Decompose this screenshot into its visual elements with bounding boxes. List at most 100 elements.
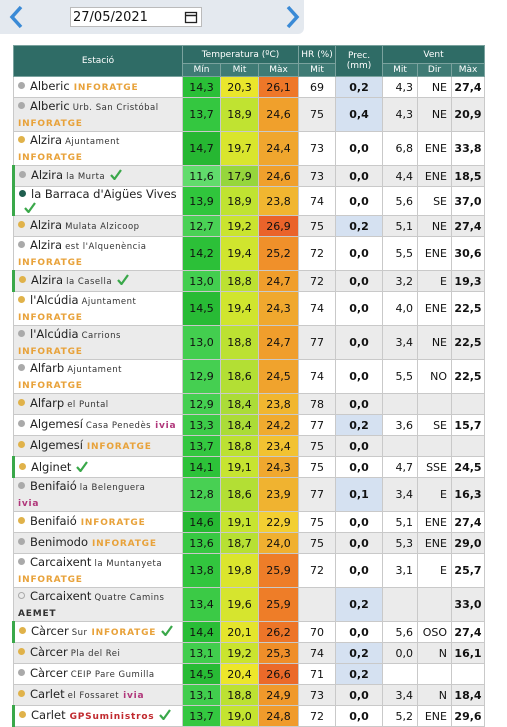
data-cell: OSO bbox=[417, 621, 452, 643]
data-cell: 13,1 bbox=[182, 642, 221, 664]
status-dot bbox=[18, 557, 25, 565]
data-cell: 24,7 bbox=[258, 270, 299, 292]
prev-day[interactable] bbox=[8, 5, 26, 29]
data-cell: ENE bbox=[417, 291, 452, 326]
data-cell: 18,6 bbox=[220, 359, 259, 394]
data-cell: 13,6 bbox=[182, 532, 221, 554]
data-cell: 22,5 bbox=[451, 291, 485, 326]
status-dot bbox=[18, 538, 25, 545]
data-cell: 72 bbox=[298, 705, 336, 727]
data-cell: 25,2 bbox=[258, 236, 299, 271]
data-cell: 14,2 bbox=[182, 236, 221, 271]
table-row: Algemesí INFORATGE 13,7 18,8 23,4 75 0,0 bbox=[13, 435, 485, 457]
status-dot bbox=[18, 295, 25, 303]
station-name: Benifaió bbox=[30, 514, 77, 528]
data-cell: 0,0 bbox=[335, 236, 383, 271]
table-row: Benifaió la Belenguera ivia 12,8 18,6 23,9 77 0… bbox=[13, 477, 485, 512]
data-cell: 75 bbox=[298, 511, 336, 533]
status-dot bbox=[18, 669, 25, 676]
data-cell: E bbox=[417, 270, 452, 292]
data-cell: 13,8 bbox=[182, 553, 221, 588]
network-tag: INFORATGE bbox=[18, 152, 83, 163]
check-icon bbox=[117, 274, 129, 286]
status-dot bbox=[18, 648, 25, 655]
data-cell: 29,0 bbox=[451, 532, 485, 554]
data-cell: 0,1 bbox=[335, 477, 383, 512]
data-cell: 75 bbox=[298, 456, 336, 478]
data-cell: 27,4 bbox=[451, 511, 485, 533]
data-cell: 16,3 bbox=[451, 477, 485, 512]
data-cell: 19,3 bbox=[451, 270, 485, 292]
station-sub: el Fossaret bbox=[67, 691, 120, 701]
table-row: Alzira la Casella 13,0 18,8 24,7 72 0,0 3,2 E 19,… bbox=[12, 270, 485, 292]
header-sub: Mit bbox=[220, 63, 259, 77]
data-cell: 18,4 bbox=[451, 684, 485, 706]
data-cell: 12,9 bbox=[182, 393, 221, 415]
station-cell: Carcaixent Quatre Camins AEMET bbox=[13, 587, 183, 622]
data-cell: 25,7 bbox=[451, 553, 485, 588]
data-cell: 24,8 bbox=[258, 705, 299, 727]
station-sub: la Murta bbox=[66, 172, 106, 182]
data-cell: 19,4 bbox=[220, 291, 259, 326]
data-cell bbox=[417, 435, 452, 457]
data-cell: ENE bbox=[417, 236, 452, 271]
data-cell: 33,8 bbox=[451, 131, 485, 166]
data-cell: 14,4 bbox=[182, 621, 221, 643]
data-cell: 5,1 bbox=[382, 511, 418, 533]
data-cell: 0,0 bbox=[335, 684, 383, 706]
header-sub: Mit bbox=[298, 63, 336, 77]
data-cell: 25,9 bbox=[258, 553, 299, 588]
station-name: l'Alcúdia bbox=[30, 326, 79, 341]
data-cell: 0,2 bbox=[335, 414, 383, 436]
data-cell: NE bbox=[417, 76, 452, 98]
data-cell: 4,4 bbox=[382, 165, 418, 187]
station-sub: Casa Penedès bbox=[85, 421, 152, 431]
status-dot bbox=[19, 171, 26, 178]
data-cell: 3,4 bbox=[382, 477, 418, 512]
station-name: Alfarb bbox=[30, 360, 65, 375]
status-dot bbox=[18, 420, 25, 427]
data-cell: 72 bbox=[298, 270, 336, 292]
date-text: 27/05/2021 bbox=[73, 10, 148, 25]
check-icon bbox=[24, 202, 36, 214]
next-day[interactable] bbox=[284, 5, 302, 29]
data-cell: ENE bbox=[417, 165, 452, 187]
status-dot bbox=[19, 711, 26, 718]
data-cell: 23,4 bbox=[258, 435, 299, 457]
data-cell: 14,5 bbox=[182, 291, 221, 326]
data-cell: 0,0 bbox=[335, 456, 383, 478]
station-cell: Algemesí Casa Penedès ivia bbox=[13, 414, 183, 436]
station-sub: la Casella bbox=[66, 277, 113, 287]
data-cell: 5,6 bbox=[382, 186, 418, 216]
data-cell: 0,0 bbox=[335, 511, 383, 533]
station-cell: la Barraca d'Aigües Vives bbox=[12, 186, 183, 216]
station-cell: Benimodo INFORATGE bbox=[13, 532, 183, 554]
data-cell: 19,6 bbox=[220, 587, 259, 622]
data-cell: 4,0 bbox=[382, 291, 418, 326]
data-cell: 0,0 bbox=[382, 642, 418, 664]
station-name: Carlet bbox=[30, 687, 65, 701]
data-cell: 4,3 bbox=[382, 97, 418, 132]
station-name: Carcaixent bbox=[30, 554, 92, 569]
data-cell bbox=[382, 587, 418, 622]
data-cell: 70 bbox=[298, 621, 336, 643]
data-cell: SE bbox=[417, 186, 452, 216]
station-sub: el Puntal bbox=[67, 400, 109, 410]
data-cell: 25,3 bbox=[258, 642, 299, 664]
check-icon bbox=[159, 709, 172, 721]
station-name: Alberic bbox=[30, 98, 70, 113]
station-cell: Algemesí INFORATGE bbox=[13, 435, 183, 457]
data-cell: 24,4 bbox=[258, 131, 299, 166]
station-name: Càrcer bbox=[30, 645, 68, 659]
calendar-icon[interactable] bbox=[184, 10, 198, 24]
network-tag: GPSuministros bbox=[69, 712, 155, 722]
table-row: la Barraca d'Aigües Vives 13,9 18,9 23,8 74 0… bbox=[12, 186, 485, 216]
station-cell: Carlet GPSuministros bbox=[12, 705, 183, 727]
station-name: Benifaió bbox=[30, 478, 77, 493]
header-sub: Màx bbox=[258, 63, 299, 77]
date-input[interactable]: 27/05/2021 bbox=[70, 7, 202, 27]
data-cell: 20,1 bbox=[220, 621, 259, 643]
table-body: Alberic INFORATGE 14,3 20,3 26,1 69 0,2 4,3 NE 27… bbox=[12, 76, 485, 727]
station-name: Carcaixent bbox=[30, 588, 92, 603]
station-name: Càrcer bbox=[31, 624, 69, 638]
